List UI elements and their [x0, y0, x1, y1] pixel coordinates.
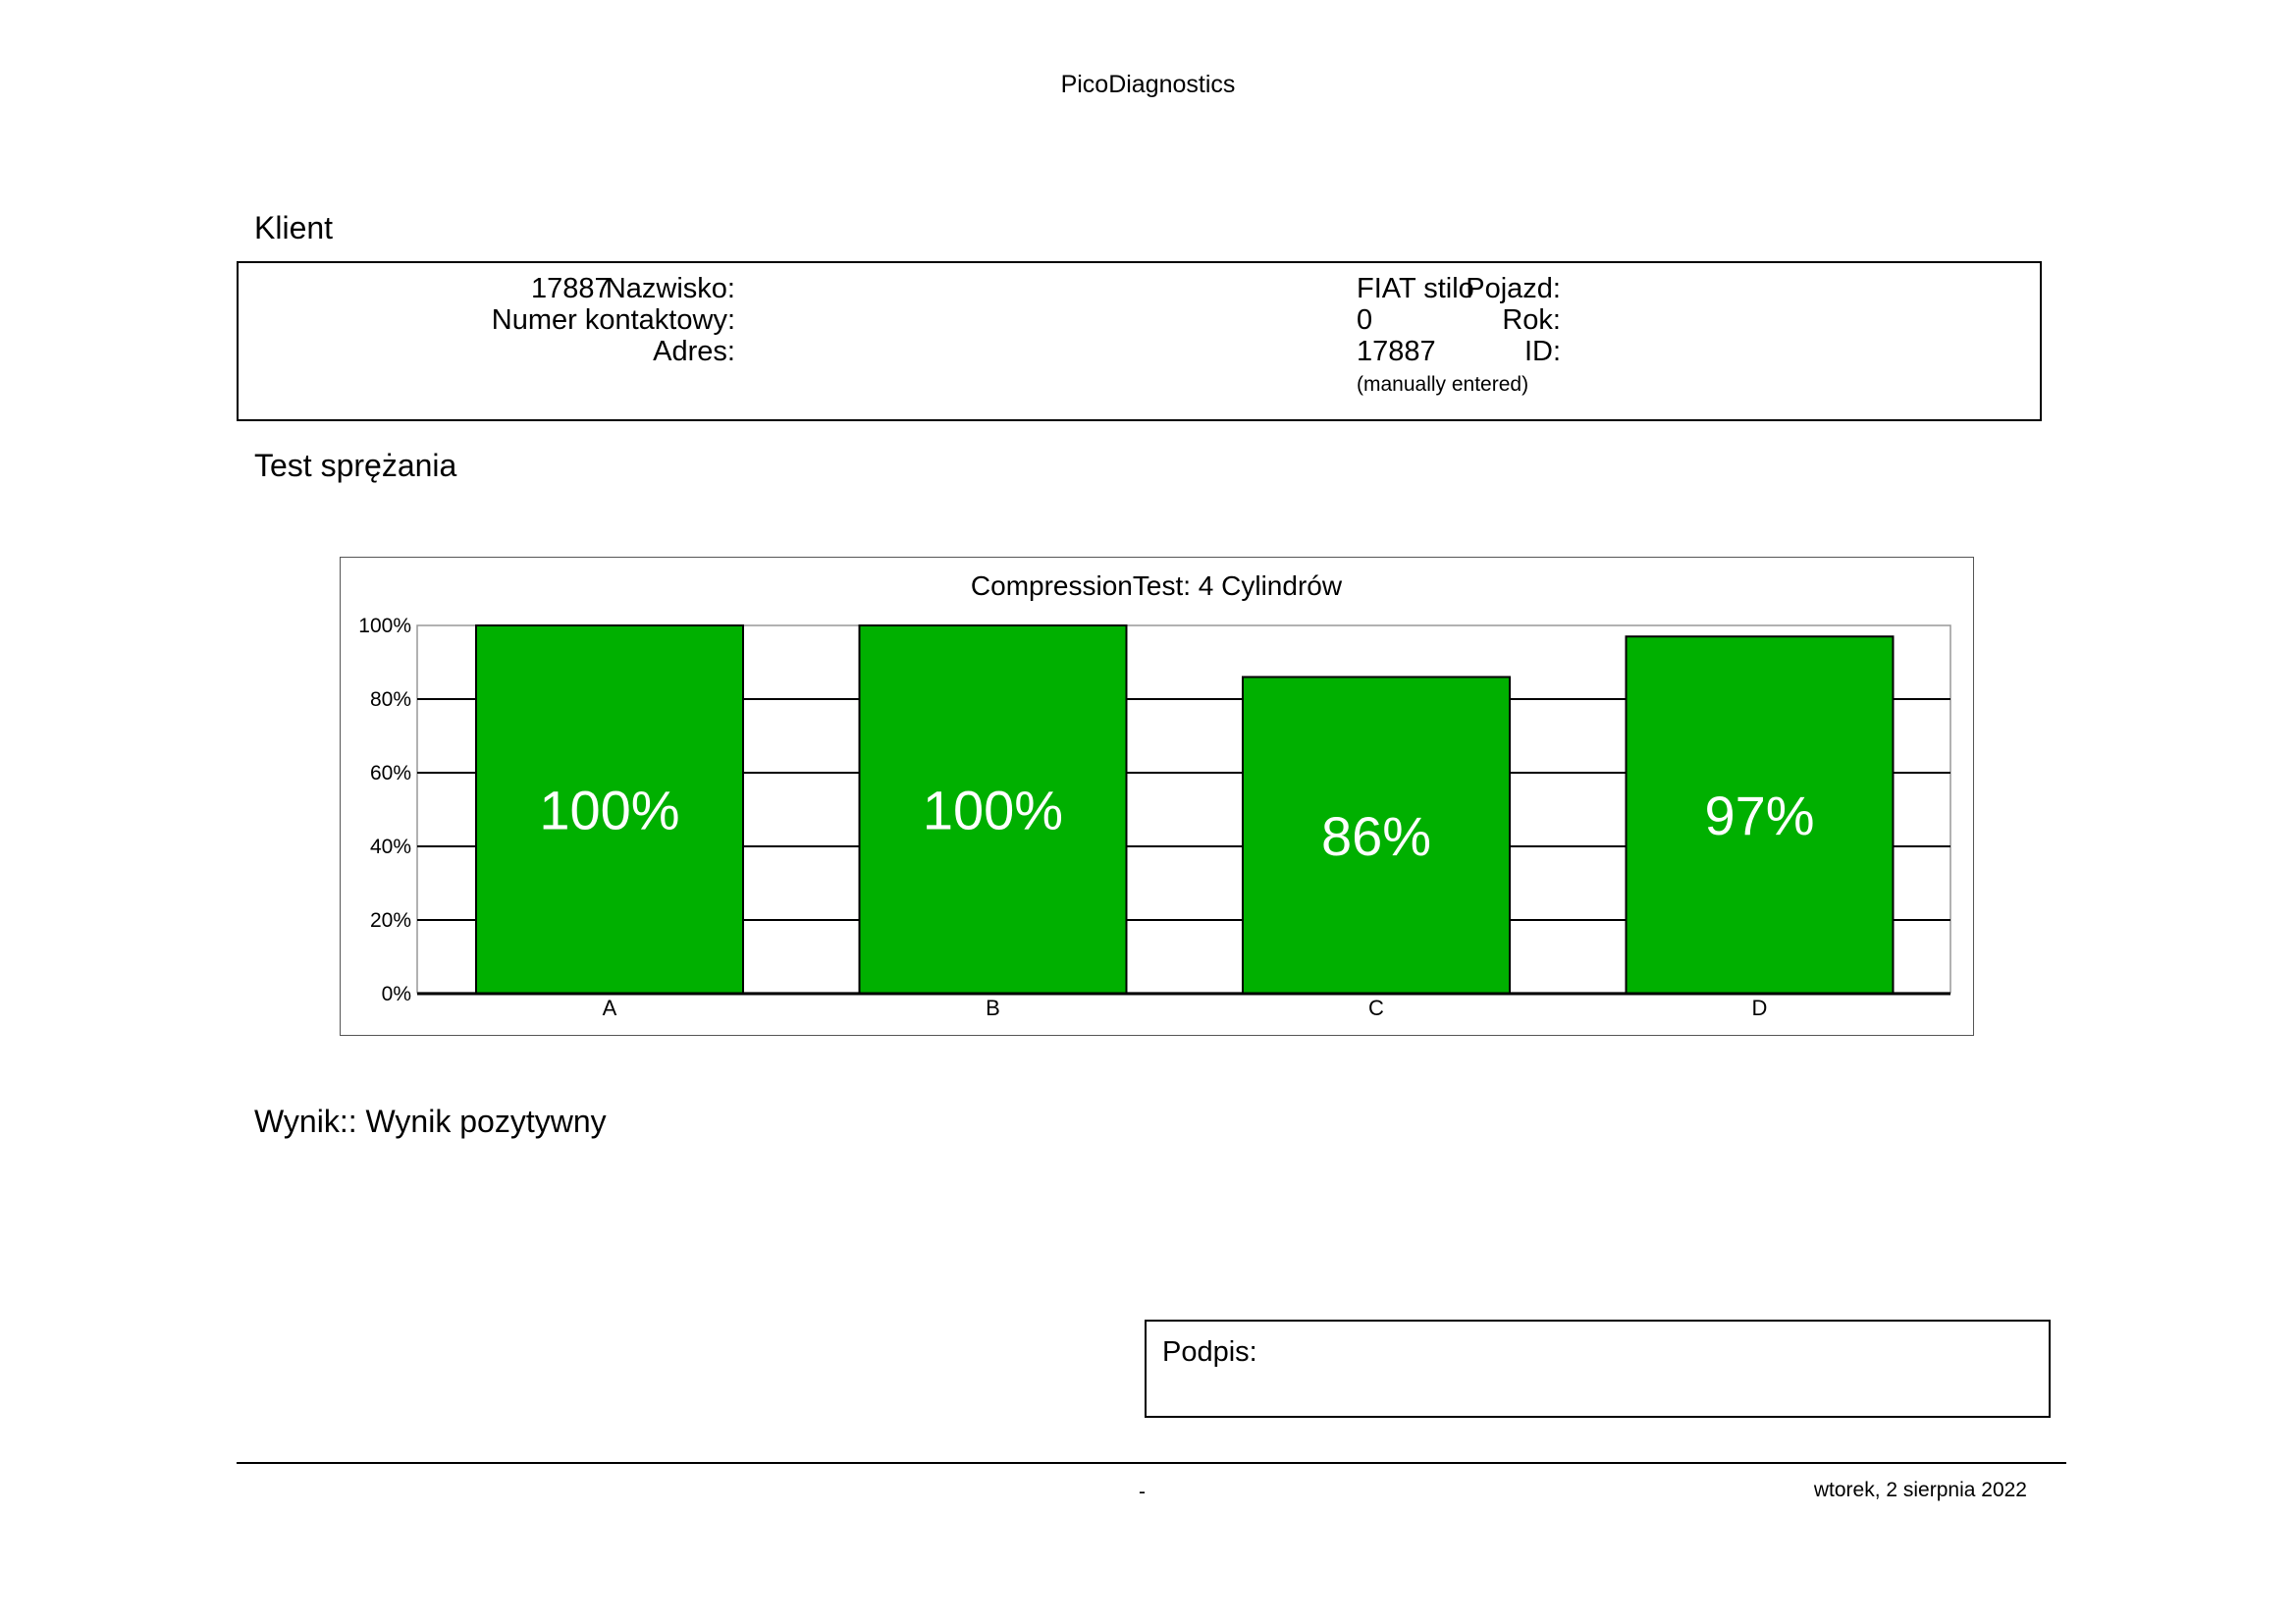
bar-value-label: 100% [923, 780, 1063, 841]
x-tick-label: A [603, 996, 617, 1020]
app-title: PicoDiagnostics [1060, 71, 1236, 98]
vehicle-value: FIAT stilo [1357, 273, 1474, 304]
year-label: Rok: [1502, 304, 1561, 336]
contact-label: Numer kontaktowy: [491, 304, 735, 336]
y-tick-label: 100% [358, 615, 411, 637]
y-tick-label: 20% [370, 909, 411, 932]
bar-b [858, 624, 1128, 995]
x-tick-label: C [1368, 996, 1384, 1020]
x-tick-label: D [1752, 996, 1768, 1020]
id-value: 17887 [1357, 336, 1436, 367]
signature-label: Podpis: [1162, 1336, 1257, 1368]
footer-divider [237, 1462, 2066, 1464]
client-section-title: Klient [254, 210, 334, 245]
bar-d [1625, 635, 1895, 995]
result-text: Wynik:: Wynik pozytywny [254, 1104, 607, 1139]
vehicle-label: Pojazd: [1466, 273, 1561, 304]
bar-value-label: 86% [1321, 805, 1431, 867]
signature-box[interactable]: Podpis: [1145, 1320, 2051, 1418]
address-label: Adres: [653, 336, 735, 367]
bar-value-label: 97% [1704, 785, 1814, 846]
bar-c [1242, 676, 1511, 995]
compression-chart: CompressionTest: 4 Cylindrów 0% 20% 40% 60%… [358, 570, 1951, 1020]
x-tick-label: B [986, 996, 1000, 1020]
bar-value-label: 100% [539, 780, 679, 841]
client-info-box: Nazwisko: 17887 Numer kontaktowy: Adres:… [237, 261, 2042, 421]
y-tick-label: 0% [382, 983, 411, 1005]
footer-date: wtorek, 2 sierpnia 2022 [1813, 1479, 2027, 1501]
y-tick-label: 80% [370, 688, 411, 711]
surname-value: 17887 [531, 273, 611, 304]
y-tick-label: 40% [370, 836, 411, 858]
compression-chart-frame: CompressionTest: 4 Cylindrów 0% 20% 40% 60%… [340, 557, 1974, 1036]
year-value: 0 [1357, 304, 1373, 336]
id-note: (manually entered) [1357, 373, 1529, 396]
y-tick-label: 60% [370, 762, 411, 785]
id-label: ID: [1523, 336, 1561, 367]
chart-title: CompressionTest: 4 Cylindrów [971, 570, 1343, 601]
test-section-title: Test sprężania [254, 448, 457, 483]
footer-page-marker: - [1139, 1481, 1146, 1503]
bar-a [475, 624, 744, 995]
surname-label: Nazwisko: [605, 273, 735, 304]
